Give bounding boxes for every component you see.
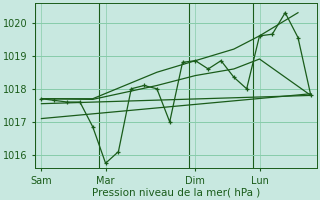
X-axis label: Pression niveau de la mer( hPa ): Pression niveau de la mer( hPa ): [92, 187, 260, 197]
